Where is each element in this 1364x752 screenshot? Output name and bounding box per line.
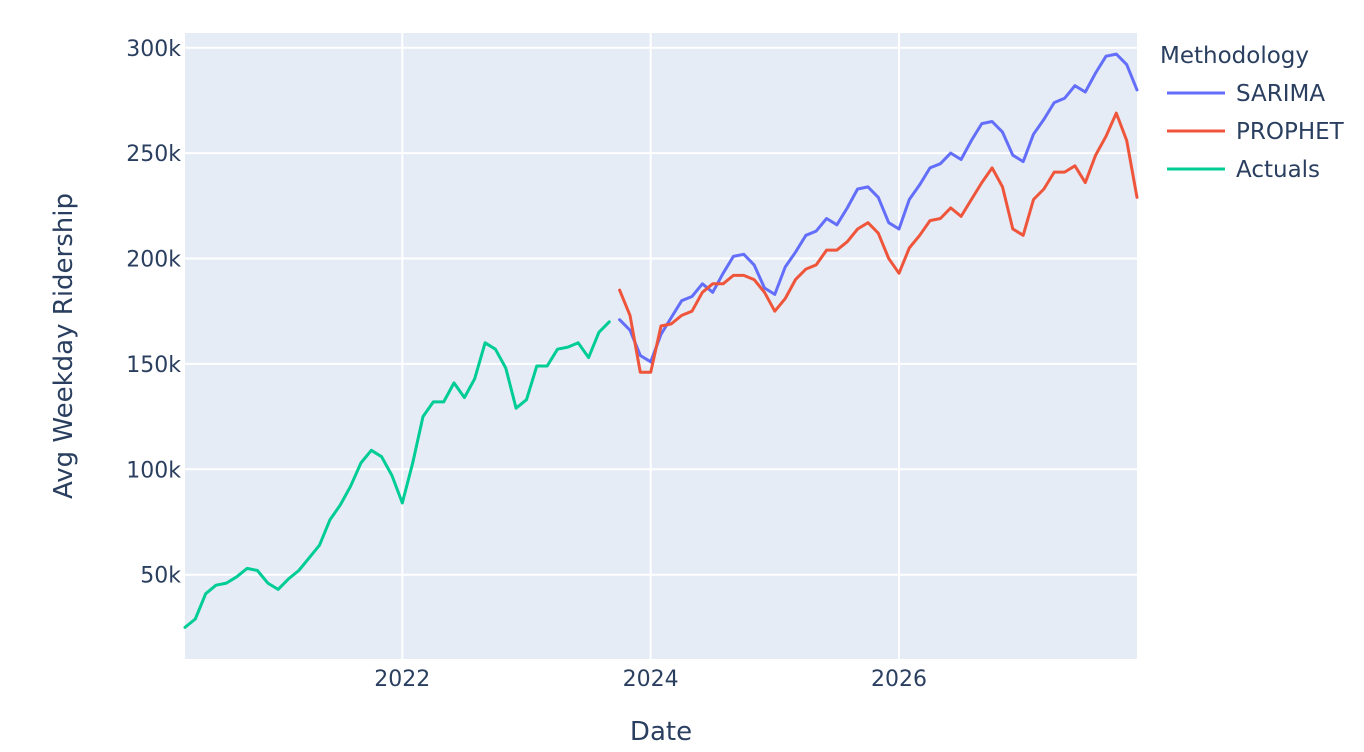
legend-title: Methodology [1160,43,1309,69]
x-tick-label: 2026 [871,667,927,692]
gridlines [185,33,1137,659]
y-tick-label: 50k [140,564,181,589]
series-line-actuals [183,320,611,629]
x-tick-label: 2022 [374,667,430,692]
y-tick-label: 300k [126,37,181,62]
legend-label-actuals[interactable]: Actuals [1236,157,1320,183]
series-lines [183,52,1139,629]
x-axis-ticks: 2022 2024 2026 [374,667,927,692]
y-tick-label: 200k [126,248,181,273]
series-line-prophet [618,111,1139,374]
legend-label-sarima[interactable]: SARIMA [1236,81,1325,107]
y-tick-label: 150k [126,353,181,378]
y-axis-title: Avg Weekday Ridership [49,193,79,499]
series-line-sarima [618,52,1139,364]
y-axis-ticks: 50k 100k 150k 200k 250k 300k [126,37,181,589]
x-tick-label: 2024 [623,667,679,692]
x-axis-title: Date [630,717,692,747]
plot-background [185,33,1137,659]
y-tick-label: 100k [126,458,181,483]
legend-label-prophet[interactable]: PROPHET [1236,119,1345,145]
y-tick-label: 250k [126,142,181,167]
legend: Methodology SARIMA PROPHET Actuals [1160,43,1345,183]
